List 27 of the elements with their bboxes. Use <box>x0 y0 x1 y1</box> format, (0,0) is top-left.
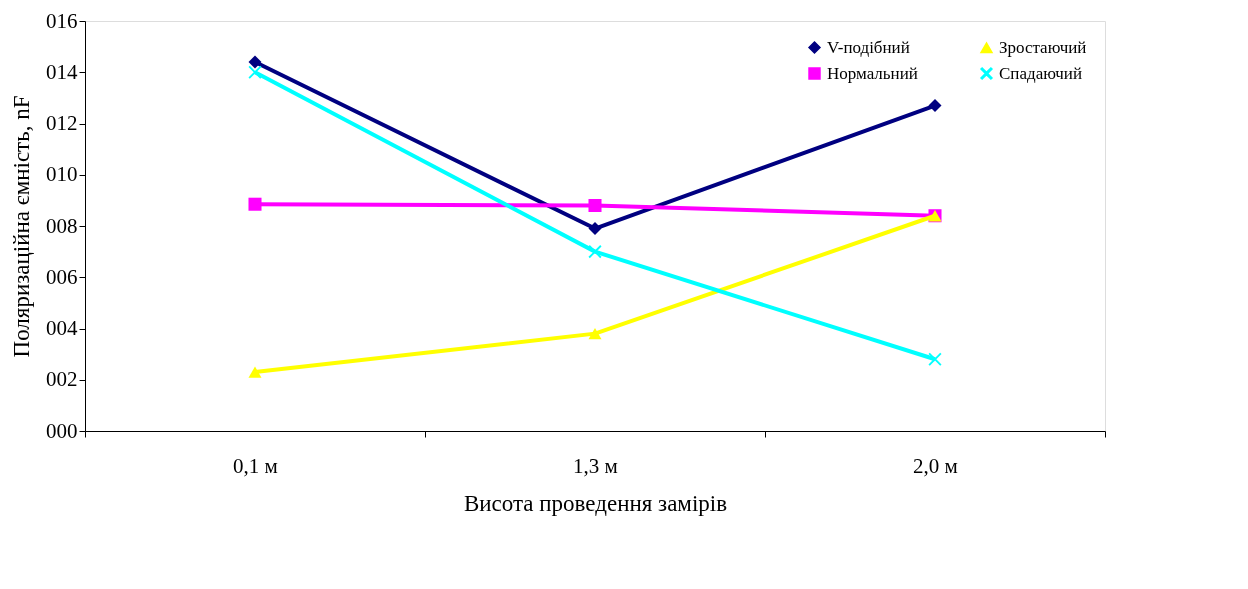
y-tick-label: 014 <box>46 59 78 84</box>
y-tick-label: 004 <box>46 316 78 340</box>
y-tick-label: 012 <box>46 111 78 135</box>
y-tick-label: 006 <box>46 264 78 289</box>
y-axis-title: Поляризаційна ємність, nF <box>9 95 34 358</box>
x-tick-label: 1,3 м <box>573 453 618 478</box>
point <box>928 352 942 366</box>
point <box>588 198 602 213</box>
y-tick-label: 016 <box>46 8 78 33</box>
y-tick-label: 002 <box>46 367 78 392</box>
point <box>248 197 262 211</box>
legend-label: Нормальний <box>827 63 918 83</box>
point <box>588 327 602 340</box>
y-tick-label: 010 <box>46 162 78 187</box>
x-axis-title: Висота проведення замірів <box>463 490 728 516</box>
legend-label: V-подібний <box>827 37 910 57</box>
point <box>248 366 262 378</box>
y-tick-label: 000 <box>46 418 78 443</box>
x-tick-label: 2,0 м <box>913 453 958 478</box>
legend-label: Спадаючий <box>999 63 1082 83</box>
point <box>928 99 942 113</box>
y-tick-label: 008 <box>46 213 78 238</box>
x-tick-label: 0,1 м <box>233 453 278 478</box>
point <box>248 55 262 69</box>
legend-label: Зростаючий <box>999 37 1087 57</box>
point <box>588 222 602 236</box>
point <box>248 65 262 79</box>
